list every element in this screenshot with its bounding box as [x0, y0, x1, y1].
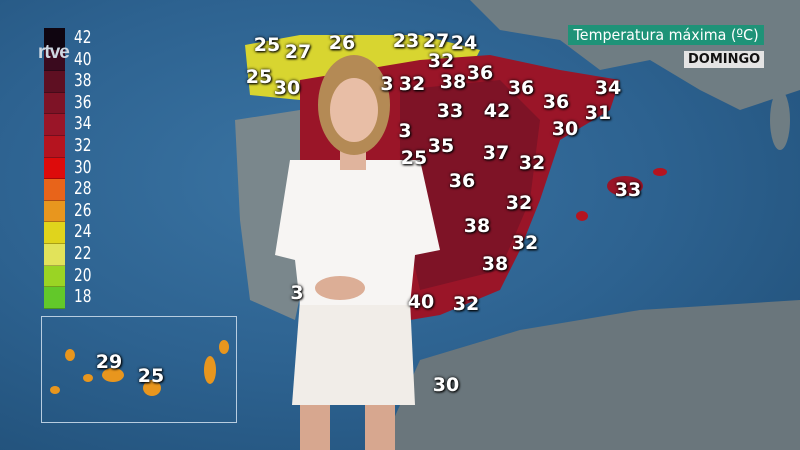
temperature-label: 25 — [253, 34, 281, 56]
land-corsica — [770, 90, 790, 150]
legend-label: 26 — [74, 199, 92, 221]
temperature-label: 42 — [483, 100, 511, 122]
legend-label: 18 — [74, 286, 92, 308]
temperature-label: 25 — [245, 66, 273, 88]
land-africa — [380, 300, 800, 450]
temperature-label: 37 — [482, 142, 510, 164]
temperature-label: 40 — [407, 291, 435, 313]
legend-swatch — [44, 265, 65, 288]
map-title: Temperatura máxima (ºC) — [568, 25, 765, 45]
canary-temperature-label: 25 — [137, 365, 165, 387]
temperature-label: 32 — [452, 293, 480, 315]
temperature-label: 27 — [422, 30, 450, 52]
temperature-label: 32 — [518, 152, 546, 174]
legend-swatch — [44, 92, 65, 115]
land-menorca — [653, 168, 667, 176]
temperature-label: 25 — [400, 147, 428, 169]
temperature-label: 34 — [594, 77, 622, 99]
temperature-label: 38 — [463, 215, 491, 237]
temperature-label: 35 — [427, 135, 455, 157]
legend-swatch — [44, 157, 65, 180]
legend-label: 32 — [74, 135, 92, 156]
temperature-label: 36 — [448, 170, 476, 192]
temperature-label: 27 — [284, 41, 312, 63]
temperature-label: 32 — [427, 50, 455, 72]
legend-swatch — [44, 49, 65, 72]
legend-label: 40 — [74, 48, 92, 70]
temperature-label: 33 — [436, 100, 464, 122]
temperature-label: 3 — [398, 120, 412, 142]
presenter — [275, 55, 440, 450]
temperature-label: 32 — [505, 192, 533, 214]
legend-swatch — [44, 243, 65, 266]
temperature-label: 30 — [273, 77, 301, 99]
temperature-label: 30 — [432, 374, 460, 396]
legend-swatch — [44, 71, 65, 93]
legend-label: 36 — [74, 91, 92, 113]
legend-label: 28 — [74, 178, 92, 200]
legend-swatch — [44, 179, 65, 201]
temperature-label: 3 — [290, 282, 304, 304]
day-label: DOMINGO — [684, 51, 765, 68]
rtve-logo: rtve — [38, 42, 70, 63]
canary-islands — [50, 340, 229, 396]
land-ibiza — [576, 211, 588, 221]
land-mallorca — [607, 176, 643, 196]
legend-swatch — [44, 114, 65, 136]
legend-swatch — [44, 287, 65, 309]
canary-temperature-label: 29 — [95, 351, 123, 373]
temperature-label: 3 — [380, 73, 394, 95]
legend-swatch — [44, 28, 65, 50]
temperature-label: 38 — [439, 71, 467, 93]
legend-label: 34 — [74, 113, 92, 135]
legend-label: 24 — [74, 221, 92, 243]
legend-swatch — [44, 200, 65, 223]
temperature-legend: 42 40 38 36 34 32 30 28 26 24 22 20 18 — [44, 27, 92, 309]
temperature-label: 33 — [614, 179, 642, 201]
canary-islands-inset — [41, 316, 237, 423]
legend-swatch — [44, 222, 65, 244]
legend-label: 22 — [74, 243, 92, 264]
temperature-label: 36 — [507, 77, 535, 99]
temperature-label: 31 — [584, 102, 612, 124]
temperature-label: 30 — [551, 118, 579, 140]
legend-label: 42 — [74, 27, 92, 48]
legend-label: 38 — [74, 70, 92, 92]
temperature-label: 26 — [328, 32, 356, 54]
temperature-label: 38 — [481, 253, 509, 275]
legend-swatch — [44, 135, 65, 158]
temperature-label: 32 — [398, 73, 426, 95]
temperature-label: 24 — [450, 32, 478, 54]
temperature-label: 32 — [511, 232, 539, 254]
temperature-label: 36 — [466, 62, 494, 84]
temperature-label: 36 — [542, 91, 570, 113]
legend-label: 30 — [74, 156, 92, 178]
legend-label: 20 — [74, 264, 92, 286]
temperature-label: 23 — [392, 30, 420, 52]
